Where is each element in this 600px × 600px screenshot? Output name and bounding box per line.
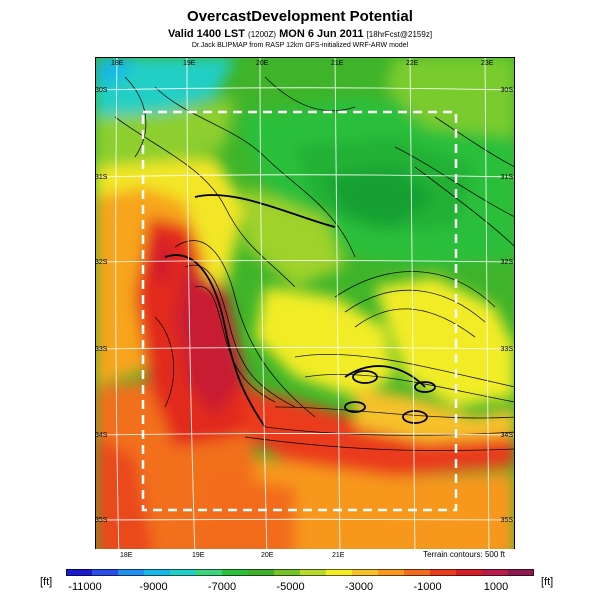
colorbar-swatch: [144, 569, 171, 576]
colorbar-swatch: [196, 569, 223, 576]
colorbar-swatch: [170, 569, 197, 576]
colorbar-swatch: [326, 569, 353, 576]
lat-label: 30S: [501, 87, 514, 94]
colorbar: -11000 -9000 -7000 -5000 -3000 -1000 1000: [66, 569, 534, 593]
colorbar-tick-label: -1000: [413, 581, 441, 593]
lon-label: 19E: [183, 60, 196, 67]
colorbar-swatch: [300, 569, 327, 576]
lat-labels-left: 30S 31S 32S 33S 34S 35S: [95, 87, 108, 524]
lon-labels-top: 18E 19E 20E 21E 22E 23E: [111, 60, 494, 67]
colorbar-swatch: [274, 569, 301, 576]
lat-label: 33S: [95, 346, 108, 353]
lat-label: 32S: [501, 259, 514, 266]
colorbar-swatch: [92, 569, 119, 576]
valid-time: Valid 1400 LST: [167, 28, 245, 40]
lon-label: 20E: [256, 60, 269, 67]
forecast-run: [18hrFcst@2159z]: [366, 30, 433, 39]
colorbar-tick-label: -9000: [139, 581, 167, 593]
colorbar-swatches: [66, 569, 534, 576]
lon-labels-bottom: 18E 19E 20E 21E: [120, 552, 345, 559]
lat-label: 31S: [501, 174, 514, 181]
lat-label: 34S: [501, 432, 514, 439]
colorbar-swatch: [248, 569, 275, 576]
colorbar-swatch: [404, 569, 431, 576]
colorbar-ticks: -11000 -9000 -7000 -5000 -3000 -1000 1000: [68, 581, 508, 593]
lon-label: 23E: [481, 60, 494, 67]
colorbar-unit-left: [ft]: [40, 576, 53, 588]
terrain-contour-note: Terrain contours: 500 ft: [423, 550, 506, 559]
lon-label: 20E: [261, 552, 274, 559]
lon-label: 19E: [192, 552, 205, 559]
colorbar-tick-label: -5000: [276, 581, 304, 593]
map-title: OvercastDevelopment Potential: [187, 8, 413, 25]
inner-domain-box: [141, 110, 458, 512]
lat-label: 35S: [501, 517, 514, 524]
lat-label: 33S: [501, 346, 514, 353]
colorbar-swatch: [482, 569, 509, 576]
colorbar-swatch: [66, 569, 93, 576]
colorbar-swatch: [456, 569, 483, 576]
lat-label: 34S: [95, 432, 108, 439]
lat-label: 32S: [95, 259, 108, 266]
lat-label: 30S: [95, 87, 108, 94]
colorbar-tick-label: -3000: [345, 581, 373, 593]
colorbar-tick-label: 1000: [484, 581, 508, 593]
valid-date: MON 6 Jun 2011: [279, 28, 364, 40]
lon-label: 22E: [406, 60, 419, 67]
colorbar-unit-right: [ft]: [541, 576, 554, 588]
colorbar-swatch: [118, 569, 145, 576]
colorbar-tick-label: -7000: [208, 581, 236, 593]
forecast-field: [95, 57, 515, 559]
lon-label: 21E: [332, 552, 345, 559]
lat-label: 35S: [95, 517, 108, 524]
colorbar-swatch: [508, 569, 534, 576]
forecast-map: 18E 19E 20E 21E 22E 23E 30S 31S 32S 33S …: [95, 57, 515, 559]
colorbar-tick-label: -11000: [68, 581, 101, 593]
lon-label: 18E: [111, 60, 124, 67]
colorbar-swatch: [430, 569, 457, 576]
lat-label: 31S: [95, 174, 108, 181]
valid-time-line: Valid 1400 LST (1200Z) MON 6 Jun 2011 [1…: [0, 28, 600, 40]
lon-label: 21E: [331, 60, 344, 67]
valid-time-zulu: (1200Z): [248, 30, 277, 39]
colorbar-swatch: [352, 569, 379, 576]
colorbar-swatch: [222, 569, 249, 576]
colorbar-swatch: [378, 569, 405, 576]
lon-label: 18E: [120, 552, 133, 559]
lat-labels-right: 30S 31S 32S 33S 34S 35S: [501, 87, 514, 524]
model-credit: Dr.Jack BLIPMAP from RASP 12km GFS-initi…: [191, 42, 409, 49]
